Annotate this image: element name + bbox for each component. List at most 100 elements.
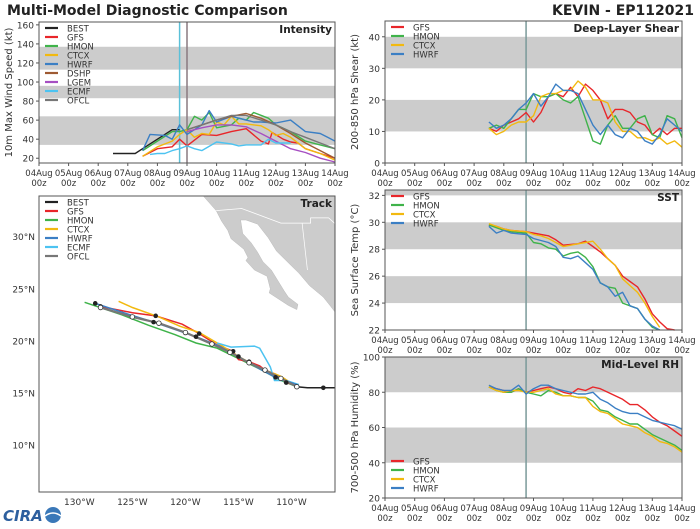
- x-tick-label: 04Aug: [371, 504, 398, 514]
- track-point-filled: [92, 301, 98, 306]
- x-tick-sublabel: 00z: [150, 179, 166, 189]
- y-tick-label: 32: [369, 192, 380, 202]
- x-tick-sublabel: 00z: [437, 346, 453, 356]
- track-point-open: [227, 349, 233, 356]
- rh-panel: 2040608010004Aug00z05Aug00z06Aug00z07Aug…: [350, 354, 696, 525]
- legend-label: GFS: [67, 34, 84, 44]
- cira-logo-text: CIRA: [3, 507, 43, 525]
- x-tick-label: 10Aug: [549, 336, 576, 346]
- legend-label: HWRF: [413, 220, 439, 230]
- x-tick-label: 12Aug: [609, 504, 636, 514]
- track-point-open: [182, 329, 189, 336]
- legend-label: GFS: [413, 24, 430, 34]
- legend-label: HWRF: [67, 235, 93, 245]
- series-line-ctcx: [488, 223, 661, 328]
- legend-label: HMON: [413, 202, 440, 212]
- track-point-open: [246, 360, 252, 366]
- legend-label: LGEM: [67, 79, 91, 89]
- x-tick-sublabel: 00z: [526, 179, 542, 189]
- x-tick-sublabel: 00z: [674, 346, 690, 356]
- x-tick-label: 13Aug: [639, 336, 666, 346]
- x-tick-label: 13Aug: [639, 504, 666, 514]
- x-tick-label: 09Aug: [520, 336, 547, 346]
- x-tick-label: 06Aug: [431, 336, 458, 346]
- x-tick-sublabel: 00z: [496, 346, 512, 356]
- legend-label: OFCL: [67, 97, 90, 107]
- y-tick-label: 100: [17, 79, 34, 89]
- y-tick-label: 120: [17, 59, 34, 69]
- y-axis-label: Sea Surface Temp (°C): [350, 204, 361, 317]
- series-line-hwrf: [488, 384, 683, 430]
- x-tick-label: 04Aug: [371, 336, 398, 346]
- y-tick-label: 20: [369, 495, 381, 505]
- legend-label: CTCX: [67, 52, 90, 62]
- y-tick-label: 40: [23, 136, 35, 146]
- track-point-open: [294, 384, 300, 390]
- y-tick-label: 80: [369, 389, 381, 399]
- x-tick-sublabel: 00z: [239, 179, 255, 189]
- x-tick-label: 05Aug: [401, 336, 428, 346]
- threshold-band: [385, 276, 682, 304]
- x-tick-sublabel: 00z: [674, 179, 690, 189]
- x-tick-sublabel: 00z: [615, 179, 631, 189]
- x-tick-sublabel: 00z: [556, 346, 572, 356]
- y-tick-label: 140: [17, 40, 34, 50]
- x-tick-sublabel: 00z: [120, 179, 136, 189]
- y-tick-label: 60: [23, 117, 35, 127]
- x-tick-sublabel: 00z: [91, 179, 107, 189]
- storm-title: KEVIN - EP112021: [552, 3, 694, 19]
- lon-tick-label: 110°W: [276, 498, 307, 508]
- x-tick-sublabel: 00z: [585, 514, 601, 524]
- track-point-filled: [283, 380, 289, 385]
- cira-logo-wave: [44, 512, 62, 517]
- x-tick-label: 11Aug: [579, 504, 606, 514]
- track-point-filled: [196, 331, 202, 336]
- legend-label: HMON: [413, 467, 440, 477]
- plot-frame: [38, 195, 336, 493]
- y-tick-label: 60: [369, 424, 381, 434]
- panel-title: Deep-Layer Shear: [573, 23, 679, 35]
- y-tick-label: 20: [23, 155, 35, 165]
- y-axis-label: 700-500 hPa Humidity (%): [350, 361, 361, 493]
- cira-logo: CIRA: [3, 507, 62, 525]
- series-line-ofcl: [186, 114, 336, 150]
- lat-tick-label: 10°N: [12, 442, 35, 452]
- x-tick-sublabel: 00z: [466, 514, 482, 524]
- legend-label: HMON: [67, 217, 94, 227]
- track-point-open: [156, 320, 162, 326]
- state-border: [301, 223, 308, 271]
- x-tick-sublabel: 00z: [407, 179, 423, 189]
- legend-label: GFS: [67, 208, 84, 218]
- lat-tick-label: 30°N: [12, 233, 35, 243]
- y-axis-label: 10m Max Wind Speed (kt): [4, 27, 15, 157]
- x-tick-sublabel: 00z: [585, 346, 601, 356]
- lat-tick-label: 20°N: [12, 337, 35, 347]
- x-tick-label: 05Aug: [401, 169, 428, 179]
- legend-label: GFS: [413, 193, 430, 203]
- legend-label: OFCL: [67, 253, 90, 263]
- sst-panel: 22242628303204Aug00z05Aug00z06Aug00z07Au…: [350, 189, 696, 356]
- track-point-open: [129, 314, 136, 320]
- x-tick-sublabel: 00z: [466, 346, 482, 356]
- x-tick-sublabel: 00z: [377, 514, 393, 524]
- x-tick-label: 09Aug: [520, 504, 547, 514]
- x-tick-sublabel: 00z: [298, 179, 314, 189]
- y-tick-label: 40: [369, 33, 381, 43]
- track-line-best: [296, 385, 335, 389]
- track-point-open: [262, 367, 268, 373]
- y-tick-label: 20: [369, 96, 381, 106]
- series-line-lgem: [186, 124, 336, 163]
- legend-label: CTCX: [413, 476, 436, 486]
- x-tick-label: 08Aug: [144, 169, 171, 179]
- y-tick-label: 30: [369, 65, 381, 75]
- threshold-band: [385, 357, 682, 393]
- legend-label: CTCX: [413, 42, 436, 52]
- x-tick-label: 08Aug: [490, 336, 517, 346]
- x-tick-label: 09Aug: [173, 169, 200, 179]
- series-line-hmon: [488, 92, 683, 145]
- x-tick-label: 05Aug: [55, 169, 82, 179]
- x-tick-sublabel: 00z: [526, 346, 542, 356]
